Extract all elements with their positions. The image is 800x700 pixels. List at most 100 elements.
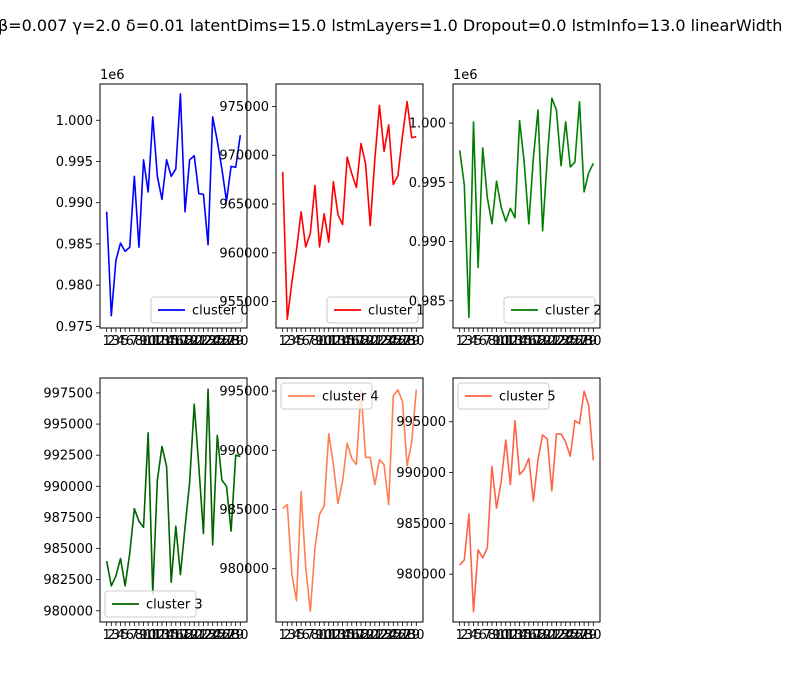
legend-box [104, 590, 197, 618]
x-tick-label: 20 [362, 628, 379, 643]
x-tick-label: 30 [585, 334, 602, 349]
x-tick-label: 21 [544, 628, 561, 643]
x-tick-label: 20 [539, 628, 556, 643]
x-tick-label: 19 [534, 628, 551, 643]
y-tick-label: 980000 [396, 568, 446, 583]
x-tick-label: 13 [507, 334, 524, 349]
legend-box [326, 296, 419, 324]
x-tick-label: 4 [116, 334, 124, 349]
x-tick-label: 20 [186, 628, 203, 643]
x-tick-label: 25 [209, 628, 226, 643]
x-tick-label: 9 [139, 334, 147, 349]
x-tick-label: 2 [107, 628, 115, 643]
x-tick-label: 8 [488, 334, 496, 349]
axes-frame [452, 377, 601, 623]
subplot-0: 1234567891011121314151617181920212223242… [56, 68, 249, 349]
x-tick-label: 7 [483, 334, 491, 349]
x-tick-label: 3 [465, 334, 473, 349]
y-tick-label: 985000 [43, 542, 93, 557]
x-tick-label: 2 [460, 628, 468, 643]
y-tick-label: 992500 [43, 449, 93, 464]
axes-frame [452, 83, 601, 329]
y-tick-label: 960000 [219, 246, 269, 261]
x-tick-label: 17 [172, 628, 189, 643]
subplot-5: 1234567891011121314151617181920212223242… [396, 377, 602, 643]
x-tick-label: 15 [516, 334, 533, 349]
x-tick-label: 16 [344, 334, 361, 349]
x-tick-label: 20 [186, 334, 203, 349]
x-tick-label: 13 [507, 628, 524, 643]
y-tick-label: 965000 [219, 198, 269, 213]
x-tick-label: 18 [177, 628, 194, 643]
x-tick-label: 22 [548, 628, 565, 643]
x-tick-label: 11 [320, 334, 337, 349]
x-tick-label: 30 [408, 334, 425, 349]
x-tick-label: 24 [380, 334, 397, 349]
legend: cluster 5 [457, 382, 556, 410]
y-tick-label: 0.995 [409, 176, 446, 191]
x-tick-label: 11 [497, 334, 514, 349]
legend: cluster 4 [280, 382, 379, 410]
x-tick-label: 14 [334, 334, 351, 349]
x-tick-label: 17 [348, 334, 365, 349]
series-line-cluster-4 [282, 389, 418, 613]
x-tick-label: 7 [483, 628, 491, 643]
x-tick-label: 2 [107, 334, 115, 349]
x-tick-label: 6 [126, 334, 134, 349]
x-tick-label: 15 [339, 334, 356, 349]
subplot-3: 1234567891011121314151617181920212223242… [43, 377, 249, 643]
x-tick-label: 24 [204, 334, 221, 349]
x-tick-label: 23 [376, 334, 393, 349]
x-tick-label: 22 [195, 628, 212, 643]
x-tick-label: 18 [353, 628, 370, 643]
subplot-4: 1234567891011121314151617181920212223242… [219, 377, 425, 643]
y-tick-label: 995000 [219, 385, 269, 400]
x-tick-label: 7 [306, 334, 314, 349]
x-tick-label: 26 [390, 628, 407, 643]
x-tick-label: 29 [580, 334, 597, 349]
x-tick-label: 7 [130, 628, 138, 643]
x-tick-label: 23 [553, 334, 570, 349]
x-tick-label: 8 [135, 628, 143, 643]
x-tick-label: 17 [172, 334, 189, 349]
axes-frame [99, 377, 248, 623]
x-tick-label: 10 [493, 628, 510, 643]
y-tick-label: 0.985 [409, 294, 446, 309]
x-tick-label: 12 [502, 334, 519, 349]
y-tick-label: 985000 [396, 517, 446, 532]
x-tick-label: 14 [511, 334, 528, 349]
x-tick-label: 25 [562, 628, 579, 643]
x-tick-label: 6 [479, 334, 487, 349]
x-tick-label: 1 [456, 628, 464, 643]
x-tick-label: 16 [168, 334, 185, 349]
legend-box [280, 382, 373, 410]
y-offset-label: 1e6 [100, 68, 125, 83]
x-tick-label: 28 [576, 334, 593, 349]
x-tick-label: 28 [223, 628, 240, 643]
x-tick-label: 26 [567, 628, 584, 643]
x-tick-label: 11 [320, 628, 337, 643]
y-tick-label: 990000 [43, 480, 93, 495]
legend-label: cluster 3 [146, 598, 203, 613]
x-tick-label: 10 [316, 334, 333, 349]
y-tick-label: 1.000 [56, 114, 93, 129]
x-tick-label: 14 [334, 628, 351, 643]
x-tick-label: 27 [571, 334, 588, 349]
x-tick-label: 21 [544, 334, 561, 349]
x-tick-label: 8 [311, 334, 319, 349]
legend: cluster 3 [104, 590, 203, 618]
x-tick-label: 3 [288, 334, 296, 349]
x-tick-label: 21 [191, 334, 208, 349]
x-tick-label: 1 [279, 628, 287, 643]
x-tick-label: 4 [292, 334, 300, 349]
y-tick-label: 987500 [43, 511, 93, 526]
y-tick-label: 0.985 [56, 237, 93, 252]
x-tick-label: 4 [292, 628, 300, 643]
x-tick-label: 11 [144, 628, 161, 643]
x-tick-label: 8 [488, 628, 496, 643]
x-tick-label: 5 [297, 334, 305, 349]
x-tick-label: 26 [214, 334, 231, 349]
x-tick-label: 23 [553, 628, 570, 643]
x-tick-label: 9 [492, 334, 500, 349]
